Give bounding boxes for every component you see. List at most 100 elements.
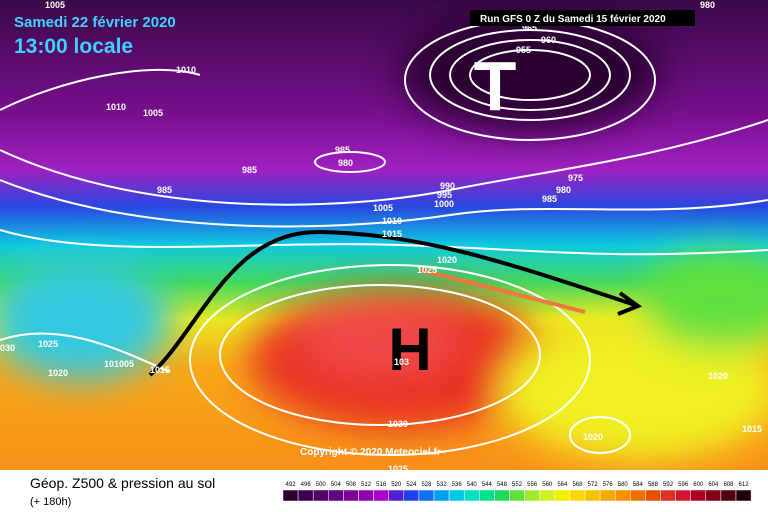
colorbar-label: 592 <box>663 482 674 488</box>
colorbar-swatch <box>509 489 525 502</box>
colorbar-label: 604 <box>708 482 719 488</box>
date: Samedi 22 février 2020 <box>14 14 176 31</box>
isobar-label: 103 <box>394 357 409 367</box>
low-pressure: T <box>474 47 517 125</box>
colorbar-swatch <box>448 489 465 502</box>
colorbar-swatch <box>614 489 631 502</box>
colorbar-label: 600 <box>693 482 704 488</box>
colorbar-swatch <box>690 489 707 502</box>
trajectory-arrow <box>148 229 636 377</box>
colorbar-swatch <box>599 489 616 502</box>
isobar-label: 1020 <box>48 368 68 378</box>
colorbar-swatch <box>343 489 359 502</box>
colorbar-label: 512 <box>361 482 372 488</box>
run-box <box>470 10 695 26</box>
colorbar-label: 596 <box>678 482 689 488</box>
colorbar-swatch <box>524 489 540 502</box>
isobar-label: 1015 <box>742 424 762 434</box>
isobar-label: 101005 <box>104 359 134 369</box>
isobars <box>0 19 768 456</box>
colorbar-swatch <box>539 489 556 502</box>
colorbar-label: 508 <box>346 482 357 488</box>
isobar-label: 960 <box>541 35 556 45</box>
isobar-label: 1015 <box>150 365 170 375</box>
isobar-label: 975 <box>568 173 583 183</box>
isobar-label: 1020 <box>708 371 728 381</box>
colorbar-swatch <box>433 489 450 502</box>
copyright: Copyright © 2020 Meteociel.fr <box>300 447 441 458</box>
isobar-label: 995 <box>437 190 452 200</box>
isobar-label: 1010 <box>106 102 126 112</box>
colorbar-swatch <box>282 489 299 502</box>
colorbar-label: 556 <box>527 482 538 488</box>
colorbar-swatch <box>297 489 314 502</box>
colorbar-swatch <box>388 489 405 502</box>
isobar-label: 1005 <box>143 108 163 118</box>
colorbar-swatch <box>705 489 722 502</box>
colorbar-label: 608 <box>723 482 734 488</box>
colorbar-swatch <box>735 489 752 502</box>
colorbar-swatch <box>312 489 329 502</box>
isobar-label: 955 <box>516 45 531 55</box>
colorbar-label: 584 <box>633 482 644 488</box>
colorbar: 492 496 500 504 508 512 516 520 524 528 532 536 540 5… <box>282 482 752 502</box>
colorbar-label: 580 <box>618 482 629 488</box>
colorbar-label: 520 <box>391 482 402 488</box>
isobar-label: 980 <box>338 158 353 168</box>
isobar-labels: 1005101010101005985985980985955960965975… <box>0 0 762 474</box>
colorbar-swatch <box>584 489 601 502</box>
colorbar-swatch <box>660 489 676 502</box>
isobar-label: 1025 <box>388 464 408 474</box>
colorbar-label: 524 <box>406 482 417 488</box>
colorbar-swatch <box>645 489 661 502</box>
colorbar-label: 504 <box>331 482 342 488</box>
isobar-label: 1005 <box>373 203 393 213</box>
colorbar-swatch <box>554 489 571 502</box>
colorbar-swatch <box>569 489 586 502</box>
isobar-label: 980 <box>556 185 571 195</box>
colorbar-swatch <box>494 489 510 502</box>
colorbar-label: 552 <box>512 482 523 488</box>
lead-time: (+ 180h) <box>30 496 71 508</box>
isobar-label: 985 <box>242 165 257 175</box>
local-time: 13:00 locale <box>14 35 133 58</box>
colorbar-label: 516 <box>376 482 387 488</box>
colorbar-label: 568 <box>572 482 583 488</box>
colorbar-swatch <box>479 489 495 502</box>
isobar-label: 985 <box>335 145 350 155</box>
colorbar-swatch <box>403 489 420 502</box>
colorbar-swatch <box>418 489 435 502</box>
colorbar-label: 496 <box>301 482 312 488</box>
high-pressure: H <box>388 316 431 383</box>
isobar-label: 1020 <box>583 432 603 442</box>
colorbar-swatch <box>373 489 389 502</box>
colorbar-label: 560 <box>542 482 553 488</box>
field-blobs <box>0 10 768 460</box>
isobar-label: 980 <box>700 0 715 10</box>
footer-title: Géop. Z500 & pression au sol <box>30 475 215 491</box>
colorbar-label: 540 <box>467 482 478 488</box>
isobar-label: 1000 <box>434 199 454 209</box>
isobar-label: 1010 <box>176 65 196 75</box>
arrow-head <box>617 291 643 316</box>
isobar-label: 1015 <box>382 229 402 239</box>
isobar-label: 985 <box>542 194 557 204</box>
colorbar-label: 572 <box>588 482 599 488</box>
colorbar-swatch <box>358 489 374 502</box>
isobar-label: 1010 <box>382 216 402 226</box>
isobar-label: 030 <box>0 343 15 353</box>
colorbar-label: 548 <box>497 482 508 488</box>
colorbar-swatch <box>720 489 737 502</box>
isobar-label: 1020 <box>437 255 457 265</box>
colorbar-swatch <box>675 489 691 502</box>
isobar-label: 1025 <box>38 339 58 349</box>
run-info: Run GFS 0 Z du Samedi 15 février 2020 <box>480 14 666 25</box>
colorbar-swatch <box>328 489 344 502</box>
isobar-label: 990 <box>440 181 455 191</box>
colorbar-swatch <box>630 489 646 502</box>
isobar-label: 1005 <box>45 0 65 10</box>
colorbar-label: 492 <box>286 482 297 488</box>
colorbar-label: 564 <box>557 482 568 488</box>
colorbar-label: 576 <box>603 482 614 488</box>
